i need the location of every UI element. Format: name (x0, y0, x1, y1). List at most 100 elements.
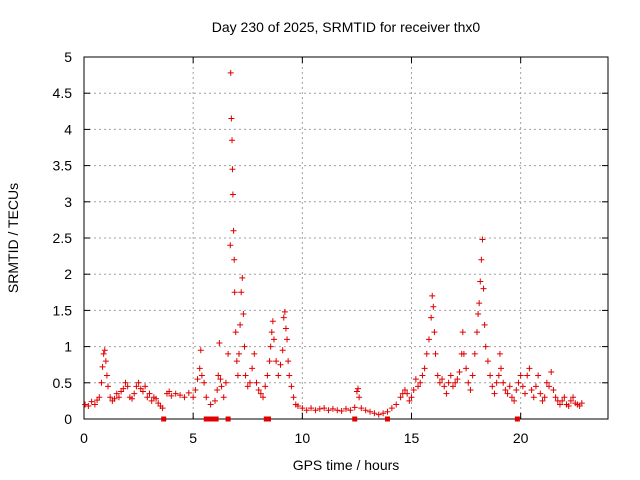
data-point (142, 383, 149, 390)
y-tick-label: 1 (64, 339, 72, 355)
data-point (522, 390, 529, 397)
data-point (355, 385, 362, 392)
data-point (234, 372, 241, 379)
zero-marker (225, 416, 231, 422)
data-point (246, 379, 253, 386)
data-point (217, 376, 224, 383)
data-point (227, 69, 234, 76)
data-point (100, 350, 107, 357)
data-point (286, 372, 293, 379)
data-point (273, 358, 280, 365)
data-point (207, 401, 214, 408)
data-point (475, 311, 482, 318)
zero-marker (352, 416, 358, 422)
data-point (447, 372, 454, 379)
data-point (153, 395, 160, 402)
y-tick-label: 4.5 (53, 85, 73, 101)
data-point (216, 339, 223, 346)
zero-marker (161, 416, 167, 422)
data-point (481, 321, 488, 328)
data-point (496, 350, 503, 357)
data-point (229, 191, 236, 198)
data-point (506, 383, 513, 390)
x-tick-label: 5 (189, 430, 197, 446)
data-point (421, 365, 428, 372)
data-point (181, 394, 188, 401)
data-point (393, 401, 400, 408)
data-point (303, 407, 310, 414)
data-point (218, 383, 225, 390)
data-point (285, 358, 292, 365)
data-point (262, 383, 269, 390)
data-point (541, 394, 548, 401)
data-point (85, 402, 92, 409)
data-point (474, 329, 480, 336)
data-point (148, 397, 155, 404)
data-point (294, 402, 301, 409)
chart-title: Day 230 of 2025, SRMTID for receiver thx… (212, 19, 481, 35)
data-point (282, 325, 289, 332)
data-point (482, 343, 489, 350)
data-point (384, 408, 391, 415)
data-point (255, 387, 262, 394)
data-point (478, 256, 485, 263)
data-point (543, 379, 550, 386)
data-point (122, 379, 129, 386)
data-point (264, 372, 271, 379)
data-point (559, 397, 566, 404)
data-point (166, 388, 173, 395)
data-point (552, 394, 559, 401)
data-point (270, 336, 277, 343)
data-point (267, 343, 274, 350)
data-point (225, 350, 232, 357)
data-point (530, 394, 537, 401)
data-point (353, 388, 360, 395)
data-point (133, 383, 140, 390)
data-point (441, 383, 448, 390)
data-point (288, 383, 295, 390)
data-point (237, 321, 244, 328)
data-point (410, 387, 417, 394)
data-point (526, 365, 533, 372)
marks-layer (82, 69, 585, 422)
data-point (321, 405, 328, 412)
data-point (284, 336, 291, 343)
data-point (131, 390, 138, 397)
data-point (159, 405, 166, 412)
data-point (192, 387, 199, 394)
data-point (535, 372, 542, 379)
data-point (103, 372, 110, 379)
data-point (197, 347, 204, 354)
data-point (565, 402, 572, 409)
y-tick-label: 3 (64, 194, 72, 210)
data-point (198, 372, 205, 379)
data-point (419, 372, 426, 379)
data-point (477, 278, 484, 285)
zero-marker (203, 416, 209, 422)
data-point (144, 394, 151, 401)
data-point (257, 390, 264, 397)
data-point (388, 405, 395, 412)
data-point (502, 387, 509, 394)
data-point (415, 383, 422, 390)
y-axis-label: SRMTID / TECUs (5, 183, 21, 293)
data-point (201, 379, 208, 386)
data-point (316, 405, 323, 412)
data-point (362, 407, 369, 414)
data-point (229, 166, 236, 173)
data-point (508, 394, 515, 401)
data-point (196, 365, 203, 372)
data-point (351, 404, 358, 411)
data-point (242, 372, 249, 379)
data-point (532, 383, 539, 390)
data-point (279, 347, 286, 354)
grid-layer (84, 57, 608, 419)
data-point (88, 398, 95, 405)
data-point (423, 350, 430, 357)
data-point (493, 379, 500, 386)
data-point (244, 383, 251, 390)
data-point (253, 379, 260, 386)
data-point (460, 350, 467, 357)
data-point (404, 390, 411, 397)
data-point (260, 394, 267, 401)
